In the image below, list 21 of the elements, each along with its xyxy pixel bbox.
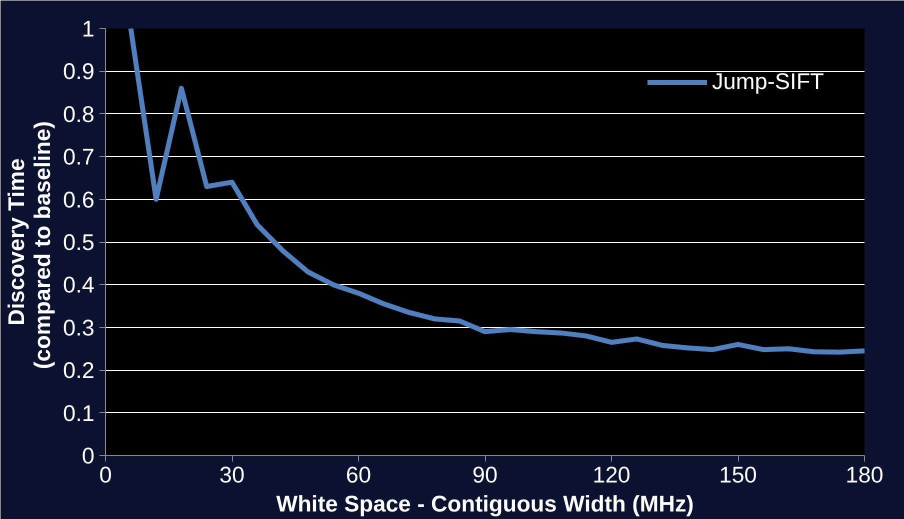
y-axis-title: Discovery Time (compared to baseline) bbox=[3, 121, 56, 370]
x-tick-label: 180 bbox=[846, 462, 884, 488]
y-tick-label: 0.2 bbox=[63, 357, 95, 384]
x-tick-label: 0 bbox=[99, 462, 112, 488]
y-tick-label: 0.5 bbox=[63, 229, 95, 255]
y-tick-label: 0.6 bbox=[63, 186, 95, 212]
x-tick-label: 60 bbox=[346, 462, 372, 488]
y-tick-label: 1 bbox=[82, 16, 95, 42]
y-tick-label: 0.7 bbox=[63, 144, 95, 170]
x-tick-label: 90 bbox=[472, 462, 498, 488]
y-tick-label: 0.3 bbox=[63, 314, 95, 340]
y-tick-label: 0.1 bbox=[63, 400, 95, 426]
y-tick-label: 0.8 bbox=[63, 100, 95, 127]
x-tick-label: 120 bbox=[592, 462, 630, 488]
x-tick-label: 150 bbox=[719, 462, 757, 488]
legend-label: Jump-SIFT bbox=[712, 68, 824, 95]
x-tick-label: 30 bbox=[219, 462, 245, 488]
y-tick-label: 0 bbox=[82, 442, 95, 468]
y-tick-label: 0.9 bbox=[63, 58, 95, 84]
y-tick-label: 0.4 bbox=[63, 272, 95, 298]
x-axis-title: White Space - Contiguous Width (MHz) bbox=[276, 490, 694, 516]
